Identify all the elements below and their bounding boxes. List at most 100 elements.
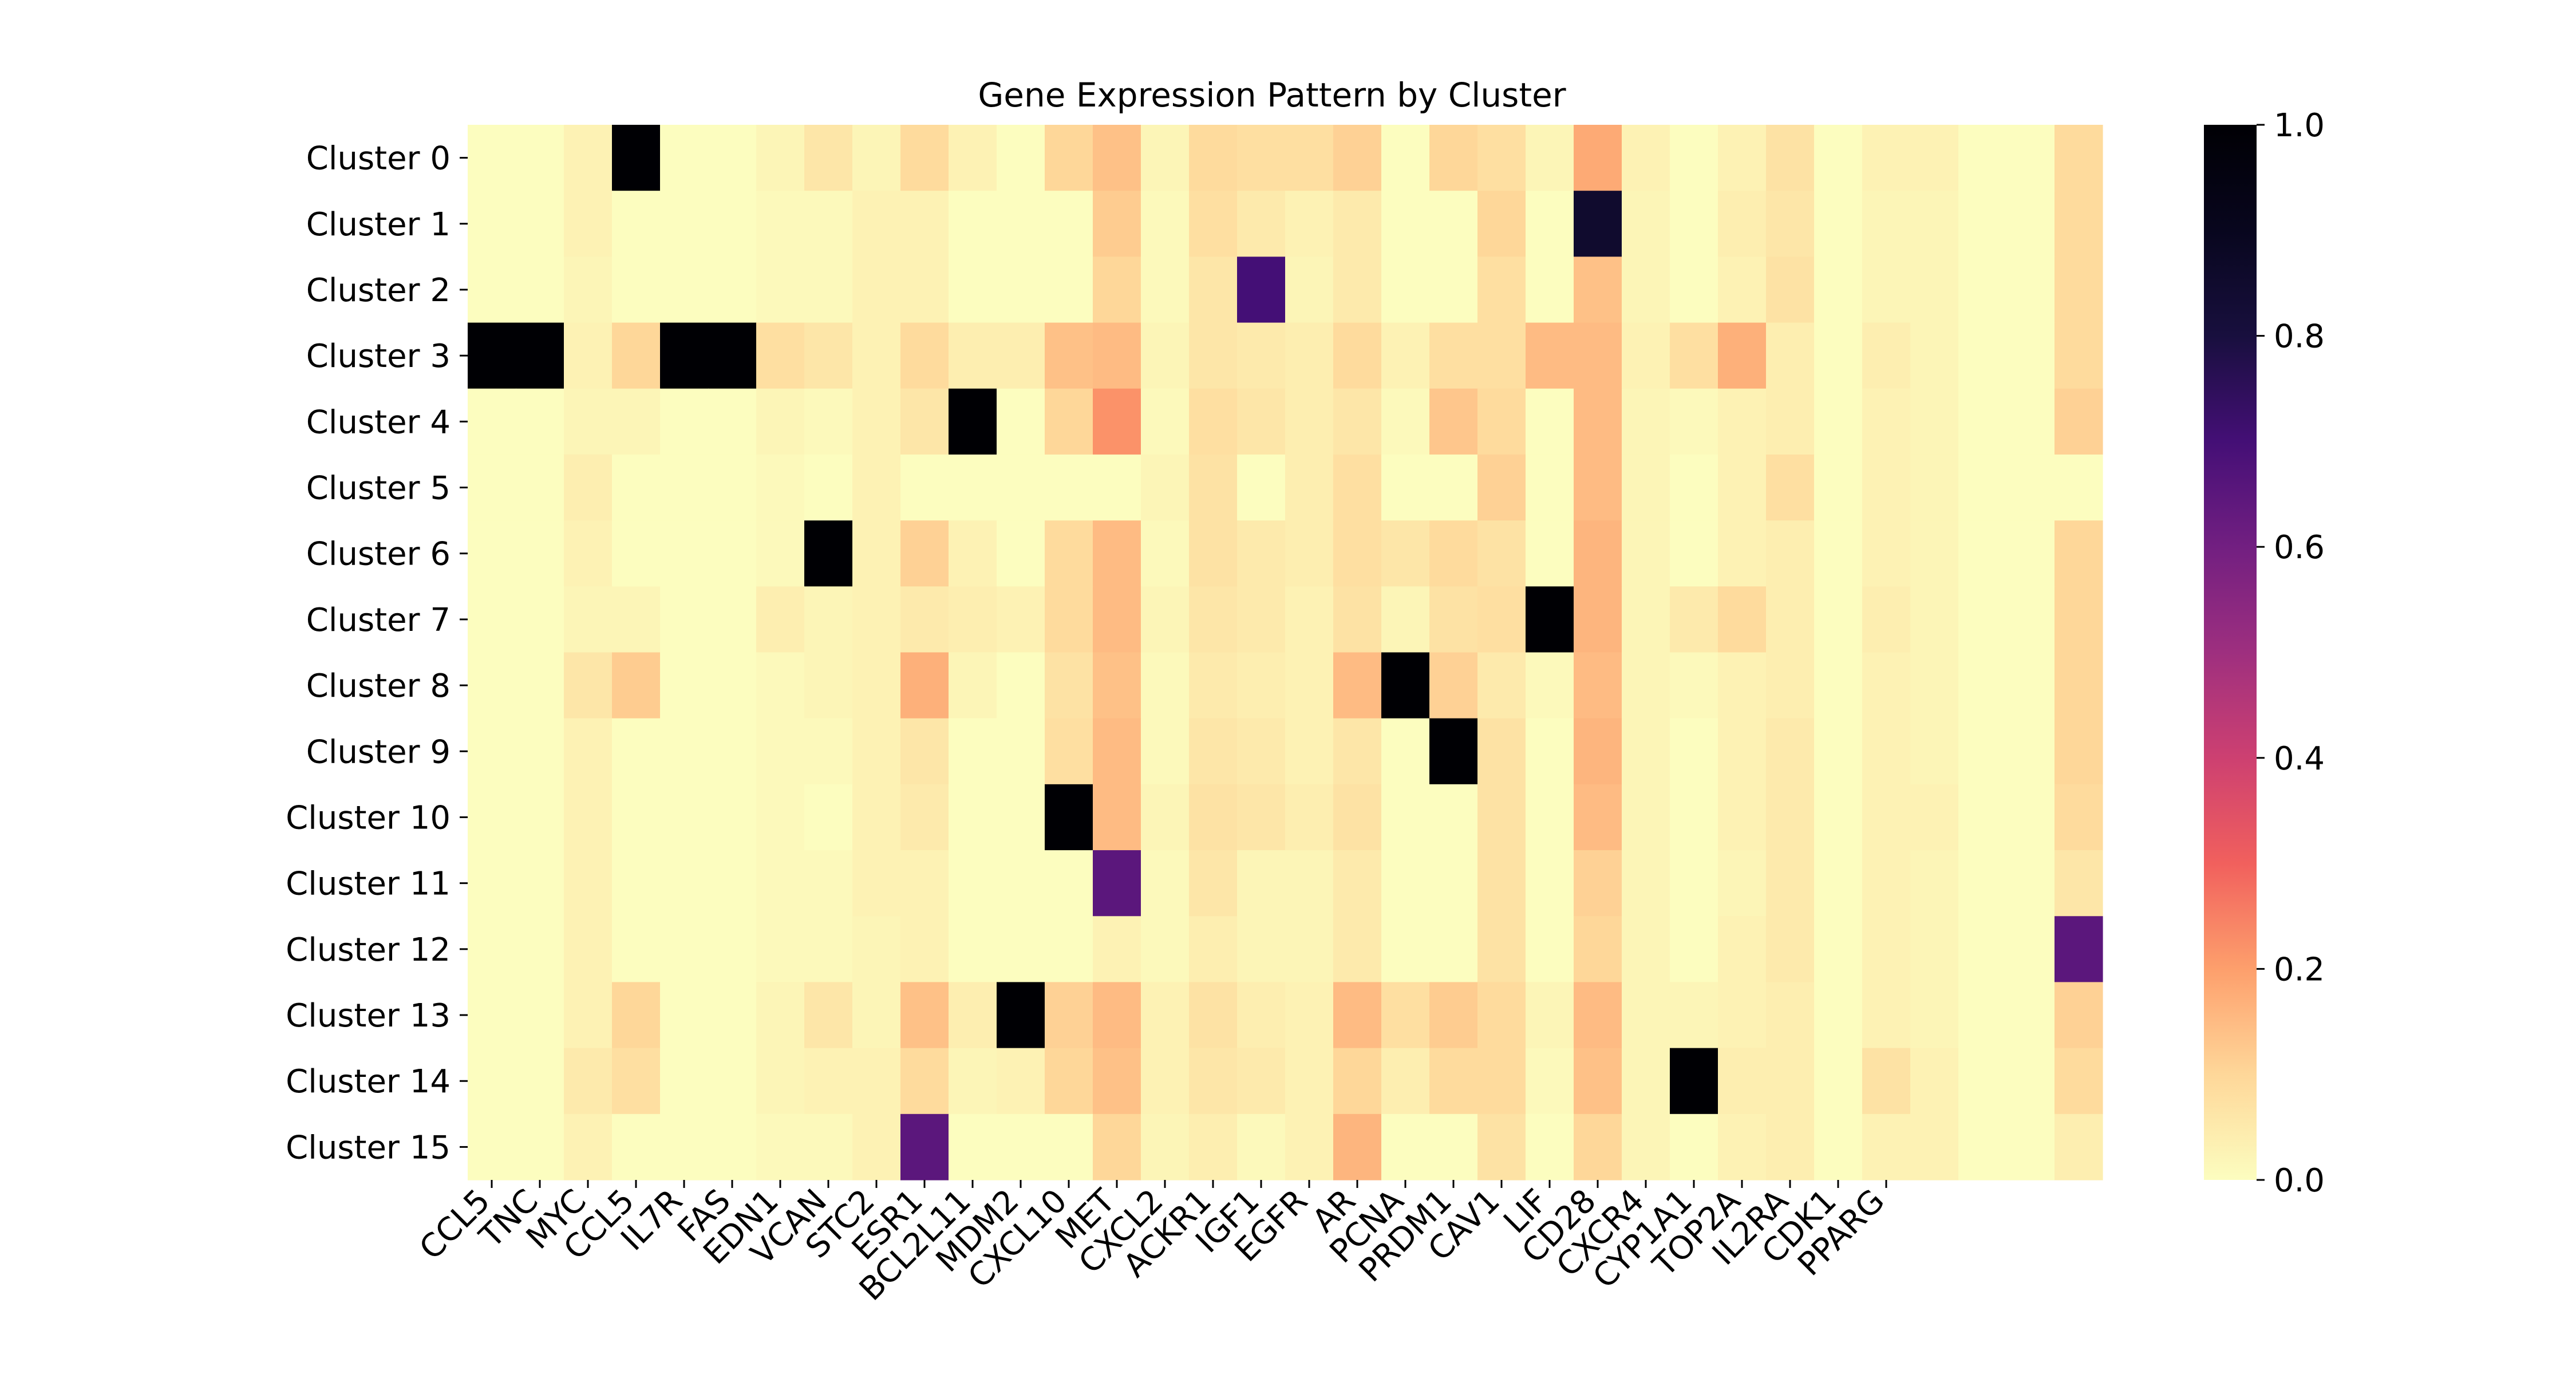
heatmap-cell xyxy=(612,586,661,653)
heatmap-cell xyxy=(2006,1114,2055,1180)
heatmap-cell xyxy=(1333,1048,1382,1115)
heatmap-cell xyxy=(1718,718,1767,785)
heatmap-cell xyxy=(997,784,1045,851)
heatmap-cell xyxy=(1526,1114,1574,1180)
row-label: Cluster 2 xyxy=(306,272,451,309)
heatmap-cell xyxy=(1093,850,1141,917)
row-label: Cluster 5 xyxy=(306,470,451,507)
heatmap-cell xyxy=(1910,125,1959,191)
heatmap-cell xyxy=(660,982,709,1049)
heatmap-cell xyxy=(1718,1048,1767,1115)
heatmap-cell xyxy=(804,850,853,917)
heatmap-cell xyxy=(1045,718,1093,785)
heatmap-cell xyxy=(564,1048,613,1115)
heatmap-cell xyxy=(852,652,901,719)
heatmap-cell xyxy=(1958,191,2007,257)
colorbar-gradient xyxy=(2204,125,2257,1180)
heatmap-cell xyxy=(1237,520,1286,587)
heatmap-cell xyxy=(997,850,1045,917)
heatmap-cell xyxy=(1429,520,1478,587)
heatmap-cell xyxy=(1093,454,1141,521)
heatmap-cell xyxy=(564,718,613,785)
row-label: Cluster 14 xyxy=(286,1063,451,1100)
heatmap-cell xyxy=(997,718,1045,785)
heatmap-cell xyxy=(1189,520,1238,587)
heatmap-cell xyxy=(660,125,709,191)
heatmap-cell xyxy=(900,982,949,1049)
row-labels: Cluster 0 Cluster 1 Cluster 2 Cluster 3 Clus… xyxy=(286,140,468,1166)
heatmap-cell xyxy=(2006,784,2055,851)
heatmap-cell xyxy=(852,191,901,257)
heatmap-cell xyxy=(1093,1048,1141,1115)
heatmap-cell xyxy=(1333,256,1382,323)
heatmap-cell xyxy=(900,586,949,653)
heatmap-cell xyxy=(997,916,1045,983)
heatmap-cell xyxy=(1622,1114,1670,1180)
heatmap-cell xyxy=(564,191,613,257)
heatmap-cell xyxy=(1862,191,1911,257)
heatmap-cell xyxy=(1285,982,1334,1049)
heatmap-cell xyxy=(1958,1048,2007,1115)
heatmap-cell xyxy=(708,784,757,851)
heatmap-cell xyxy=(1574,718,1622,785)
heatmap-cell xyxy=(1045,586,1093,653)
heatmap-cell xyxy=(1622,1048,1670,1115)
heatmap-cell xyxy=(1429,454,1478,521)
heatmap-cell xyxy=(1141,1114,1190,1180)
heatmap-cell xyxy=(1814,256,1863,323)
heatmap-cell xyxy=(1622,652,1670,719)
heatmap-cell xyxy=(708,916,757,983)
heatmap-cell xyxy=(1381,1114,1430,1180)
heatmap-cell xyxy=(708,322,757,389)
heatmap-cell xyxy=(1814,850,1863,917)
heatmap-cell xyxy=(1333,850,1382,917)
heatmap-cell xyxy=(468,982,516,1049)
heatmap-cell xyxy=(1045,982,1093,1049)
heatmap-cell xyxy=(900,1048,949,1115)
heatmap-cell xyxy=(564,652,613,719)
heatmap-cell xyxy=(804,586,853,653)
heatmap-cell xyxy=(1670,256,1718,323)
heatmap-cell xyxy=(1622,388,1670,455)
heatmap-cell xyxy=(852,850,901,917)
heatmap-cell xyxy=(1189,256,1238,323)
heatmap-cell xyxy=(852,322,901,389)
row-label: Cluster 1 xyxy=(306,206,451,243)
heatmap-cell xyxy=(1381,256,1430,323)
heatmap-cell xyxy=(1237,191,1286,257)
heatmap-cell xyxy=(1814,322,1863,389)
heatmap-cell xyxy=(2006,191,2055,257)
heatmap-cell xyxy=(949,454,997,521)
heatmap-cell xyxy=(900,388,949,455)
heatmap-cell xyxy=(1045,652,1093,719)
heatmap-cell xyxy=(1477,454,1526,521)
heatmap-cell xyxy=(2055,1114,2103,1180)
colorbar-tick-label: 0.0 xyxy=(2274,1162,2325,1199)
heatmap-cell xyxy=(1381,388,1430,455)
heatmap-cell xyxy=(949,1114,997,1180)
heatmap-cell xyxy=(1910,652,1959,719)
heatmap-cell xyxy=(1766,784,1815,851)
heatmap-cell xyxy=(1333,718,1382,785)
heatmap-cell xyxy=(612,322,661,389)
heatmap-cell xyxy=(1574,322,1622,389)
heatmap-cell xyxy=(1910,1114,1959,1180)
heatmap-cell xyxy=(1670,1048,1718,1115)
heatmap-cell xyxy=(564,1114,613,1180)
heatmap-cell xyxy=(1526,718,1574,785)
heatmap-cell xyxy=(852,1114,901,1180)
row-label: Cluster 3 xyxy=(306,338,451,375)
heatmap-cell xyxy=(1381,652,1430,719)
heatmap-cell xyxy=(1477,850,1526,917)
heatmap-cell xyxy=(1285,1114,1334,1180)
heatmap-cell xyxy=(2006,982,2055,1049)
heatmap-cell xyxy=(468,718,516,785)
heatmap-cell xyxy=(1958,982,2007,1049)
heatmap-cell xyxy=(949,784,997,851)
heatmap-cell xyxy=(1526,784,1574,851)
heatmap-cell xyxy=(852,586,901,653)
heatmap-cell xyxy=(1045,256,1093,323)
heatmap-cell xyxy=(756,652,805,719)
heatmap-cell xyxy=(1381,784,1430,851)
row-label: Cluster 8 xyxy=(306,668,451,705)
